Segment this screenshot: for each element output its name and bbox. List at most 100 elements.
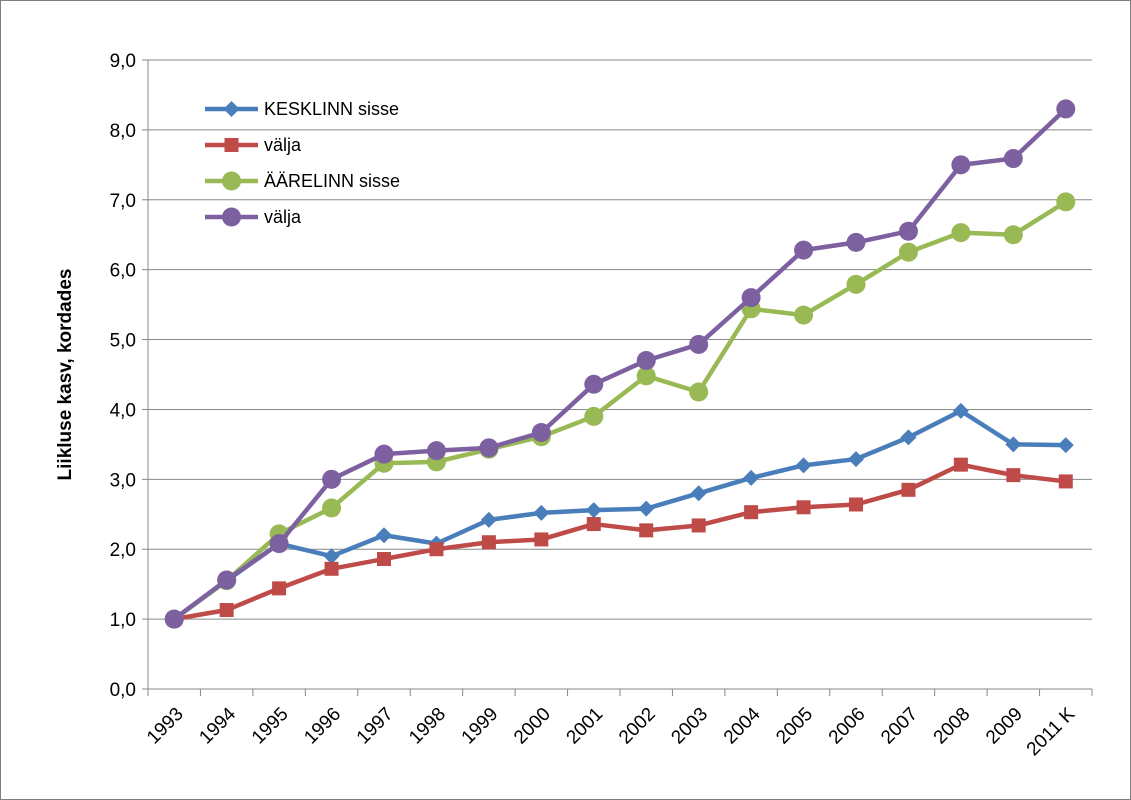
- data-point: [219, 603, 234, 618]
- legend-item: KESKLINN sisse: [205, 99, 399, 119]
- data-point: [849, 497, 863, 512]
- data-point: [901, 482, 916, 497]
- series-3: [164, 99, 1076, 629]
- data-point: [636, 351, 656, 371]
- data-point: [951, 155, 971, 175]
- data-point: [1056, 192, 1076, 212]
- data-point: [846, 232, 866, 252]
- series-line: [171, 462, 1069, 622]
- series-line: [171, 106, 1069, 622]
- data-point: [639, 523, 654, 538]
- data-point: [638, 500, 655, 517]
- y-tick-label: 2,0: [110, 540, 136, 561]
- data-point: [741, 288, 761, 308]
- data-point: [796, 500, 811, 515]
- x-tick-label: 1998: [405, 704, 450, 749]
- y-tick-label: 5,0: [110, 331, 136, 352]
- series-line: [171, 199, 1069, 622]
- x-tick-label: 1995: [248, 704, 293, 749]
- y-tick-label: 8,0: [110, 121, 136, 142]
- data-point: [377, 552, 391, 567]
- data-point: [374, 444, 394, 464]
- y-tick-label: 7,0: [110, 191, 136, 212]
- legend-marker: [222, 171, 241, 191]
- data-point: [164, 609, 184, 629]
- legend-label: välja: [264, 207, 302, 227]
- data-point: [533, 504, 550, 521]
- data-point: [794, 240, 814, 260]
- x-tick-label: 1994: [195, 703, 240, 748]
- data-point: [898, 242, 918, 262]
- legend-label: KESKLINN sisse: [264, 99, 399, 119]
- data-point: [531, 423, 551, 443]
- data-point: [1057, 437, 1074, 454]
- data-point: [376, 527, 392, 544]
- data-point: [584, 406, 604, 426]
- legend-label: ÄÄRELINN sisse: [264, 171, 400, 191]
- data-point: [1003, 225, 1023, 245]
- x-tick-label: 2009: [982, 704, 1027, 749]
- data-point: [1056, 99, 1076, 119]
- legend-marker: [222, 207, 241, 227]
- data-point: [636, 366, 656, 386]
- data-point: [585, 502, 602, 519]
- x-tick-label: 1999: [458, 704, 503, 749]
- data-point: [481, 535, 496, 550]
- data-point: [1058, 474, 1073, 489]
- series-1: [167, 457, 1073, 627]
- data-point: [272, 581, 287, 596]
- data-point: [269, 534, 289, 554]
- legend-marker: [223, 101, 240, 117]
- data-point: [900, 429, 917, 446]
- data-point: [795, 457, 812, 474]
- legend-item: ÄÄRELINN sisse: [205, 171, 400, 191]
- data-point: [1003, 149, 1023, 169]
- x-tick-label: 1993: [143, 704, 188, 749]
- x-tick-label: 2008: [930, 704, 975, 749]
- data-point: [322, 498, 342, 518]
- series-layer: [164, 99, 1076, 629]
- data-point: [324, 561, 339, 576]
- x-tick-label: 2001: [563, 704, 608, 749]
- data-point: [846, 274, 866, 294]
- data-point: [479, 438, 499, 458]
- x-tick-label: 2002: [615, 704, 660, 749]
- y-tick-label: 9,0: [110, 51, 136, 72]
- data-point: [744, 505, 759, 520]
- data-point: [689, 334, 709, 354]
- y-tick-label: 4,0: [110, 400, 136, 421]
- data-point: [429, 542, 444, 557]
- x-tick-label: 2003: [667, 704, 712, 749]
- y-tick-label: 1,0: [110, 610, 136, 631]
- legend-label: välja: [264, 135, 302, 155]
- y-axis-title: Liikluse kasv, kordades: [55, 269, 76, 481]
- data-point: [322, 469, 342, 489]
- legend-item: välja: [205, 135, 302, 155]
- y-tick-label: 0,0: [110, 680, 136, 701]
- data-point: [217, 570, 237, 590]
- data-point: [534, 532, 549, 547]
- data-point: [586, 517, 601, 532]
- data-point: [480, 511, 497, 528]
- data-point: [743, 469, 760, 486]
- data-point: [1005, 436, 1022, 453]
- data-point: [1006, 468, 1021, 483]
- y-tick-label: 3,0: [110, 470, 136, 491]
- series-line: [171, 408, 1069, 622]
- data-point: [848, 451, 864, 468]
- x-tick-label: 1997: [353, 704, 398, 749]
- data-point: [426, 441, 446, 461]
- x-tick-label: 2005: [772, 704, 817, 749]
- x-tick-label: 2006: [825, 704, 870, 749]
- series-2: [164, 192, 1076, 629]
- y-tick-label: 6,0: [110, 261, 136, 282]
- data-point: [584, 374, 604, 394]
- legend: KESKLINN sisse välja ÄÄRELINN sisse välja: [205, 99, 400, 227]
- data-point: [898, 221, 918, 241]
- data-point: [953, 457, 968, 472]
- data-point: [690, 485, 707, 502]
- x-tick-label: 1996: [300, 704, 345, 749]
